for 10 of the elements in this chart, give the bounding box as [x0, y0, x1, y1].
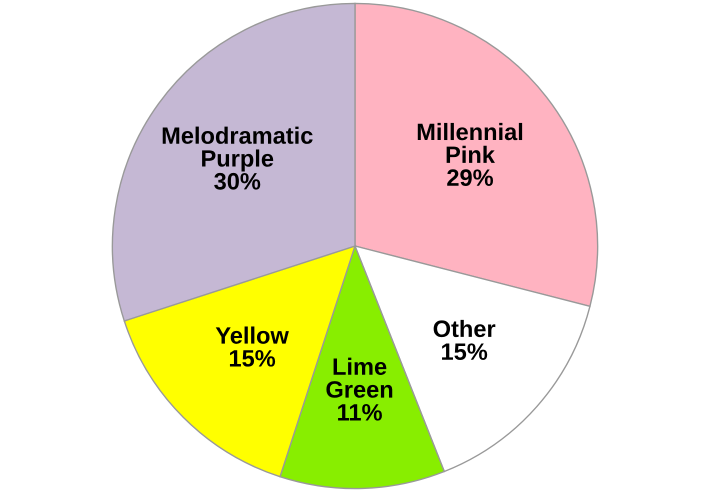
slice-label: Melodramatic Purple — [162, 126, 313, 172]
data-label: 15% — [442, 343, 488, 360]
slice-label: Yellow — [216, 326, 289, 344]
slice-label: Other — [434, 320, 496, 338]
data-label: 29% — [447, 169, 494, 186]
data-label: 30% — [214, 172, 260, 190]
slice-label: Lime Green — [326, 358, 392, 398]
slice-label: Millennial Pink — [418, 122, 522, 163]
data-label: 11% — [338, 404, 382, 421]
data-label: 15% — [230, 350, 276, 367]
